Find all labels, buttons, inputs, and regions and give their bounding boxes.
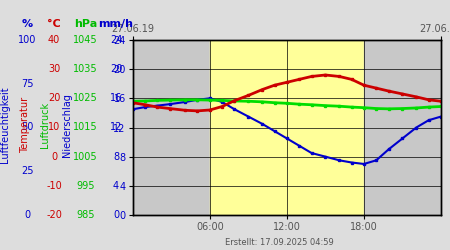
Text: 16: 16 bbox=[110, 93, 122, 103]
Text: 995: 995 bbox=[76, 181, 95, 191]
Text: 12: 12 bbox=[110, 122, 122, 132]
Text: 0: 0 bbox=[51, 152, 57, 162]
Bar bbox=[364, 40, 441, 215]
Text: 0: 0 bbox=[24, 210, 30, 220]
Text: 20: 20 bbox=[110, 64, 122, 74]
Text: 1035: 1035 bbox=[73, 64, 98, 74]
Text: 10: 10 bbox=[48, 122, 60, 132]
Text: 100: 100 bbox=[18, 35, 36, 45]
Text: mm/h: mm/h bbox=[99, 19, 134, 29]
Text: 985: 985 bbox=[76, 210, 95, 220]
Text: 50: 50 bbox=[21, 122, 33, 132]
Text: -10: -10 bbox=[46, 181, 62, 191]
Text: %: % bbox=[22, 19, 32, 29]
Text: 20: 20 bbox=[48, 93, 60, 103]
Text: 75: 75 bbox=[21, 79, 33, 89]
Text: 1025: 1025 bbox=[73, 93, 98, 103]
Text: hPa: hPa bbox=[74, 19, 97, 29]
Text: Niederschlag: Niederschlag bbox=[62, 93, 72, 157]
Text: 0: 0 bbox=[113, 210, 119, 220]
Text: Temperatur: Temperatur bbox=[20, 97, 30, 153]
Text: 1015: 1015 bbox=[73, 122, 98, 132]
Text: 1045: 1045 bbox=[73, 35, 98, 45]
Bar bbox=[133, 40, 210, 215]
Bar bbox=[210, 40, 364, 215]
Text: Erstellt: 17.09.2025 04:59: Erstellt: 17.09.2025 04:59 bbox=[225, 238, 333, 247]
Text: 40: 40 bbox=[48, 35, 60, 45]
Text: 1005: 1005 bbox=[73, 152, 98, 162]
Text: Luftdruck: Luftdruck bbox=[40, 102, 50, 148]
Text: °C: °C bbox=[47, 19, 61, 29]
Text: 24: 24 bbox=[110, 35, 122, 45]
Text: -20: -20 bbox=[46, 210, 62, 220]
Text: 30: 30 bbox=[48, 64, 60, 74]
Text: Luftfeuchtigkeit: Luftfeuchtigkeit bbox=[0, 87, 10, 163]
Text: 8: 8 bbox=[113, 152, 119, 162]
Text: 4: 4 bbox=[113, 181, 119, 191]
Text: 25: 25 bbox=[21, 166, 33, 176]
